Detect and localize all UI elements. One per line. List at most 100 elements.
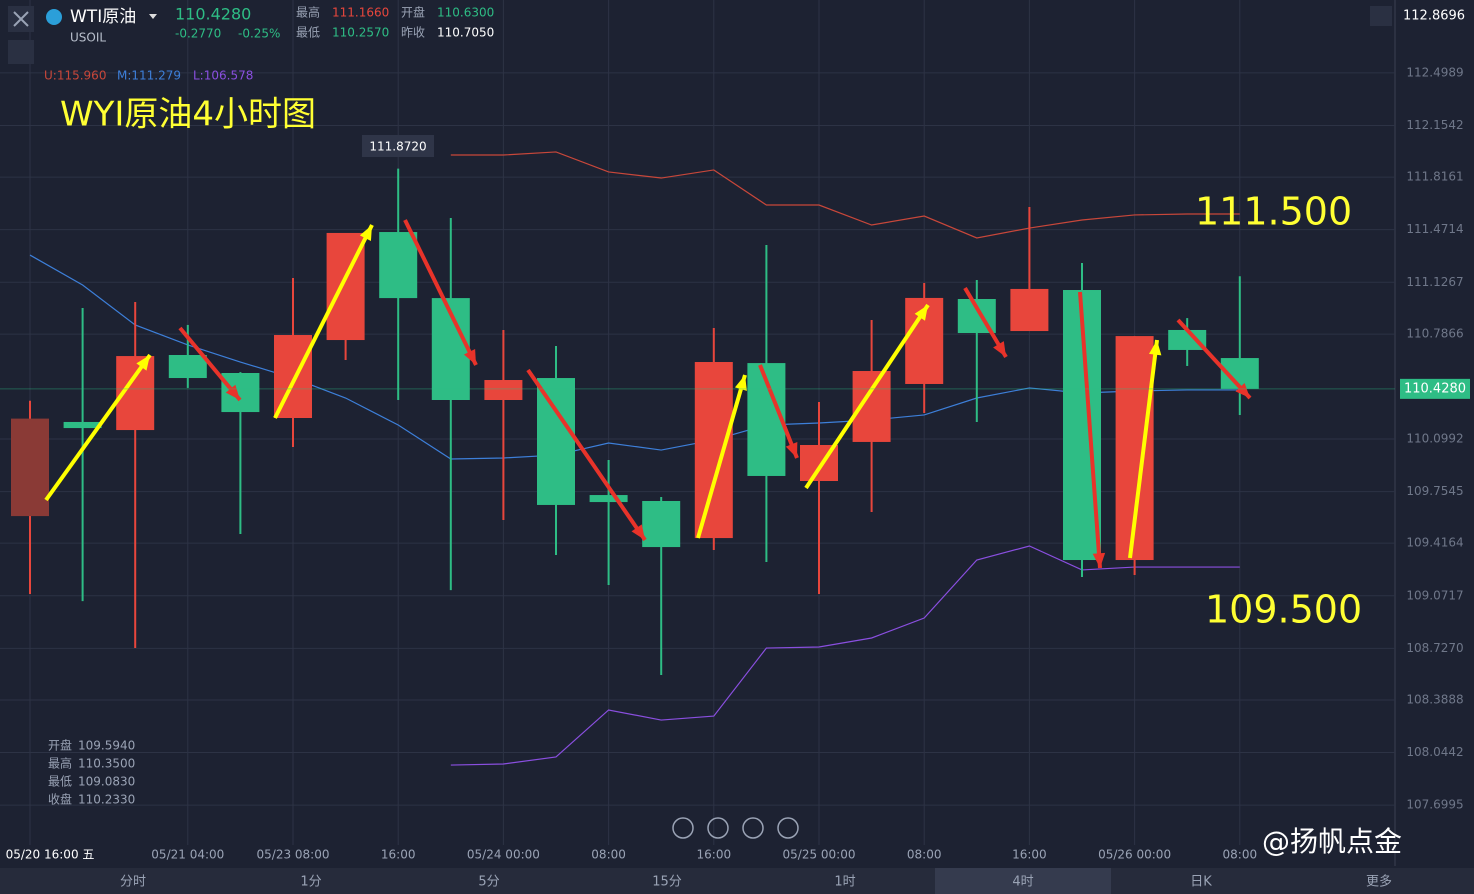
band-line bbox=[450, 151, 1240, 239]
x-tick-label: 16:00 bbox=[381, 848, 416, 862]
label: 最高 bbox=[296, 5, 320, 20]
arrow bbox=[758, 364, 799, 459]
legend-entry: U:115.960 bbox=[44, 69, 106, 83]
x-tick-label: 05/26 00:00 bbox=[1098, 848, 1171, 862]
arrow-head bbox=[225, 384, 240, 400]
watermark: @扬帆点金 bbox=[1262, 825, 1402, 858]
band-line bbox=[29, 254, 1240, 460]
active-tab bbox=[935, 868, 1111, 894]
zoom-in[interactable] bbox=[777, 817, 799, 839]
y-tick-label: 108.3888 bbox=[1406, 692, 1463, 706]
candle-body bbox=[11, 418, 49, 517]
x-tick-label: 08:00 bbox=[907, 848, 942, 862]
shrink-button[interactable] bbox=[8, 40, 34, 64]
arrow bbox=[696, 374, 747, 539]
value: 110.2570 bbox=[332, 26, 389, 40]
go-end[interactable] bbox=[742, 817, 764, 839]
legend-entry: L:106.578 bbox=[193, 69, 253, 83]
symbol-icon bbox=[46, 9, 62, 25]
timeframe-tab[interactable]: 分时 bbox=[120, 875, 146, 890]
candle-body bbox=[694, 362, 733, 539]
close-icon bbox=[13, 11, 29, 27]
y-tick-label: 109.0717 bbox=[1406, 588, 1463, 602]
timeframe-tab[interactable]: 4时 bbox=[1012, 875, 1033, 890]
arrow-head bbox=[785, 442, 798, 458]
code: USOIL bbox=[70, 31, 106, 45]
candle-body bbox=[642, 500, 681, 548]
y-tick-label: 110.0992 bbox=[1406, 432, 1463, 446]
y-tick-label: 111.1267 bbox=[1406, 275, 1463, 289]
y-tick-label: 109.4164 bbox=[1406, 536, 1463, 550]
candle-body bbox=[1168, 329, 1207, 350]
arrow-head bbox=[734, 375, 747, 391]
right-price: 112.8696 bbox=[1403, 9, 1465, 24]
nav-controls bbox=[672, 817, 799, 839]
y-tick-label: 110.7866 bbox=[1406, 327, 1463, 341]
x-tick-label: 05/24 00:00 bbox=[467, 848, 540, 862]
x-tick-label: 05/20 16:00 五 bbox=[6, 848, 95, 862]
info-label: 最高 bbox=[48, 756, 72, 771]
arrow-head bbox=[631, 524, 645, 540]
info-value: 109.5940 bbox=[78, 739, 135, 753]
candle-body bbox=[63, 421, 102, 429]
x-tick-label: 05/21 04:00 bbox=[151, 848, 224, 862]
timeframe-tab[interactable]: 日K bbox=[1190, 875, 1212, 890]
y-tick-label: 112.4989 bbox=[1406, 65, 1463, 79]
candle-body bbox=[1010, 288, 1049, 332]
info-label: 收盘 bbox=[48, 792, 72, 807]
info-value: 110.2330 bbox=[78, 793, 135, 807]
candle-body bbox=[484, 380, 523, 400]
annotation: 111.500 bbox=[1195, 190, 1352, 234]
tab-bar bbox=[0, 868, 1474, 894]
go-start[interactable] bbox=[707, 817, 729, 839]
legend-entry: M:111.279 bbox=[117, 69, 181, 83]
arrow bbox=[273, 224, 374, 419]
arrow bbox=[1128, 339, 1159, 559]
arrow-head bbox=[136, 355, 150, 371]
price-tag bbox=[1400, 378, 1470, 399]
alert-button[interactable] bbox=[1370, 6, 1392, 26]
info-value: 109.0830 bbox=[78, 775, 135, 789]
high-tag bbox=[362, 135, 434, 157]
x-tick-label: 08:00 bbox=[1223, 848, 1258, 862]
band-line bbox=[450, 545, 1240, 766]
annotation: 109.500 bbox=[1205, 588, 1362, 632]
decor bbox=[0, 6, 1474, 894]
y-tick-label: 109.7545 bbox=[1406, 484, 1463, 498]
arrow-head bbox=[463, 349, 476, 365]
arrow-head bbox=[359, 225, 372, 241]
candle-body bbox=[589, 495, 628, 503]
price: 110.4280 bbox=[175, 5, 251, 24]
value: 111.1660 bbox=[332, 6, 389, 20]
arrow-head bbox=[1235, 382, 1250, 398]
timeframe-tab[interactable]: 1分 bbox=[300, 875, 321, 890]
arrow bbox=[804, 303, 930, 490]
value: 110.6300 bbox=[437, 6, 494, 20]
arrow-head bbox=[1149, 340, 1162, 356]
timeframe-tab[interactable]: 更多 bbox=[1366, 874, 1392, 890]
price-tag-label: 110.4280 bbox=[1404, 381, 1466, 396]
arrow bbox=[1078, 291, 1102, 569]
timeframe-tab[interactable]: 1时 bbox=[834, 875, 855, 890]
info-label: 开盘 bbox=[48, 738, 72, 753]
timeframe-tab[interactable]: 5分 bbox=[478, 875, 499, 890]
annotation: WYI原油4小时图 bbox=[60, 95, 316, 135]
dropdown-icon[interactable] bbox=[149, 14, 157, 19]
symbol: WTI原油 bbox=[70, 7, 136, 27]
candle-body bbox=[537, 378, 575, 505]
y-tick-label: 111.4714 bbox=[1406, 222, 1463, 236]
timeframe-tab[interactable]: 15分 bbox=[652, 875, 682, 890]
arrow-head bbox=[914, 305, 928, 321]
info-value: 110.3500 bbox=[78, 757, 135, 771]
arrow-head bbox=[1092, 552, 1106, 568]
candle-body bbox=[379, 232, 418, 299]
y-tick-label: 108.0442 bbox=[1406, 745, 1463, 759]
arrow bbox=[1176, 318, 1252, 400]
label: 昨收 bbox=[401, 26, 425, 40]
zoom-out[interactable] bbox=[672, 817, 694, 839]
arrow bbox=[526, 368, 647, 542]
y-tick-label: 111.8161 bbox=[1406, 170, 1463, 184]
